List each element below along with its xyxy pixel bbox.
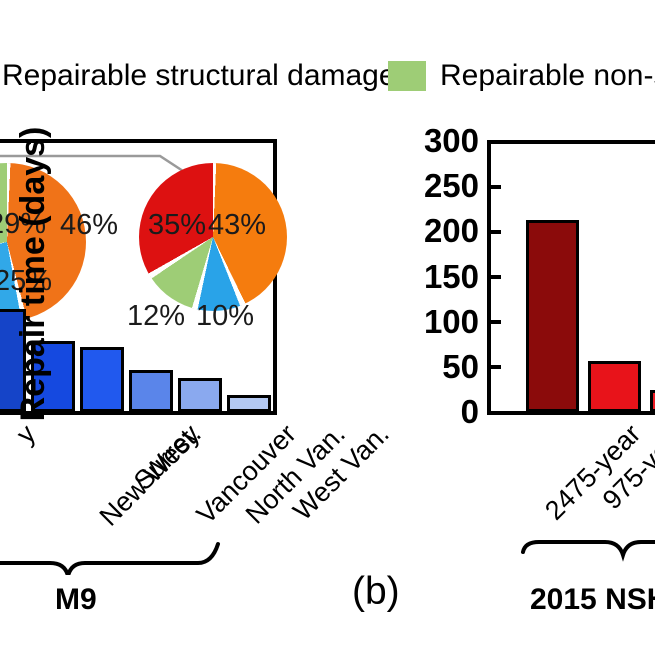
pie-left-label-29: 29% — [0, 208, 47, 240]
pie-right-label-12: 12% — [127, 300, 186, 332]
panel-letter-b: (b) — [352, 570, 400, 613]
pie-right-label-43: 43% — [208, 209, 267, 241]
group-label-m9: M9 — [55, 583, 97, 616]
legend-label-structural: Repairable structural damage — [2, 59, 396, 92]
ytick-200: 200 — [423, 212, 479, 249]
xtick-left-3: Surrey — [127, 418, 206, 497]
y-axis-title: Repair time (days) — [14, 126, 52, 422]
bar-left-4 — [129, 370, 173, 412]
pie-right-label-35: 35% — [148, 209, 207, 241]
pie-left-label-46: 46% — [60, 209, 119, 241]
tickmark-100 — [487, 320, 501, 324]
brace-2015-nsh — [521, 540, 655, 562]
pie-slice-separators — [139, 163, 287, 311]
tickmark-250 — [487, 185, 501, 189]
legend-item-repairable-structural-damage: Repairable structural damage — [0, 52, 396, 100]
legend: Repairable structural damage Repairable … — [0, 52, 655, 100]
ytick-50: 50 — [442, 348, 479, 385]
bar-left-2 — [31, 341, 75, 412]
tickmark-150 — [487, 275, 501, 279]
pie-chart-right — [139, 163, 287, 311]
bar-left-1 — [0, 309, 26, 412]
pie-right-label-10: 10% — [196, 300, 255, 332]
bar-left-3 — [80, 347, 124, 412]
bar-right-3 — [650, 390, 655, 412]
tickmark-200 — [487, 230, 501, 234]
bar-left-6 — [227, 395, 271, 412]
ytick-300: 300 — [423, 122, 479, 159]
ytick-250: 250 — [423, 167, 479, 204]
bar-right-1 — [526, 220, 579, 412]
bar-right-2 — [588, 361, 641, 412]
legend-label-non-structural: Repairable non-s — [440, 59, 655, 92]
legend-item-repairable-non-structural: Repairable non-s — [388, 52, 655, 100]
ytick-150: 150 — [423, 258, 479, 295]
ytick-100: 100 — [423, 303, 479, 340]
legend-swatch-green-icon — [388, 61, 426, 91]
tickmark-50 — [487, 365, 501, 369]
group-label-2015-nsh: 2015 NSH — [530, 583, 655, 616]
bar-left-5 — [178, 378, 222, 412]
ytick-0: 0 — [460, 393, 479, 430]
xtick-left-1: y — [10, 418, 42, 450]
brace-m9 — [0, 542, 220, 575]
pie-left-label-25: 25% — [0, 265, 53, 297]
